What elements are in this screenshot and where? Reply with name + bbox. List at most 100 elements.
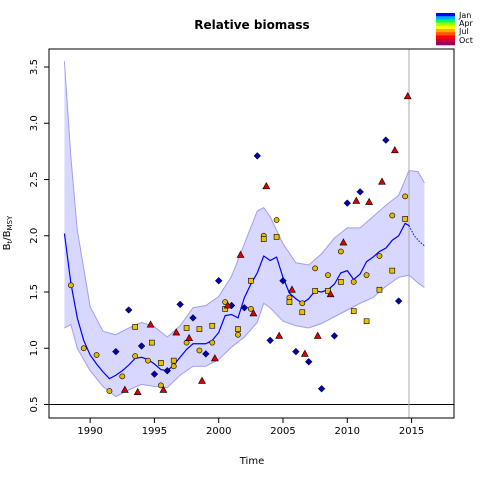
circle-point [299,300,306,307]
square-point [248,277,254,284]
diamond-point [382,136,390,144]
diamond-point [266,336,274,345]
circle-point [235,331,241,338]
circle-point [402,193,409,200]
square-point [170,357,177,364]
legend-swatch [436,19,455,23]
y-tick-label: 2.0 [29,228,40,244]
triangle-point [249,309,258,317]
legend-swatch [436,29,455,33]
circle-point [273,217,280,223]
y-tick-label: 2.5 [29,172,40,188]
band-lower-edge [64,274,425,398]
circle-point [157,382,164,389]
square-point [260,236,267,242]
square-point [402,216,408,222]
legend-swatch [436,32,455,36]
diamond-point [343,199,352,207]
square-point [196,326,203,332]
y-axis-label-sub-msy: MSY [6,215,14,230]
diamond-point [317,384,326,393]
square-point [273,234,280,240]
diamond-point [279,276,287,285]
legend-swatch [436,38,455,43]
circle-point [389,212,396,219]
square-point [286,299,293,305]
square-point [376,286,383,293]
circle-point [325,272,331,279]
y-axis-label-mid: /B [2,230,13,240]
confidence-band-layer [63,61,425,398]
y-axis-label-sub-t: t [6,240,14,243]
legend-label-oct: Oct [459,36,473,45]
x-tick-label: 2010 [335,426,360,437]
legend-swatch [436,22,455,27]
circle-point [119,373,126,380]
diamond-point [137,342,146,350]
square-point [338,279,344,285]
points-layer [67,92,412,396]
square-point [183,325,190,331]
circle-point [145,357,151,364]
square-point [312,288,318,294]
circle-point [312,265,319,272]
y-tick-label: 3.5 [29,59,40,75]
legend-color-bar [436,13,455,46]
legend-label-jul: Jul [458,27,469,36]
square-point [350,308,357,314]
triangle-point [120,385,129,393]
triangle-point [198,376,206,384]
circle-point [132,353,139,360]
triangle-point [339,238,348,246]
legend-label-jan: Jan [458,11,471,20]
circle-point [363,272,370,279]
triangle-point [300,349,309,357]
diamond-point [214,276,223,285]
diamond-point [292,347,300,356]
x-tick-label: 2005 [270,426,295,437]
diamond-point [304,357,313,366]
circle-point [93,352,100,358]
y-axis-label-main: B [2,243,13,250]
square-point [389,267,396,274]
triangle-point [365,197,374,205]
chart-title: Relative biomass [194,18,309,32]
circle-point [67,282,74,289]
triangle-point [133,387,142,396]
circle-point [209,339,216,346]
triangle-point [146,320,155,328]
x-axis: 1990 1995 2000 2005 2010 2015 [77,418,424,437]
triangle-point [313,331,322,339]
y-axis: 0.5 1.0 1.5 2.0 2.5 3.0 3.5 [29,59,49,412]
triangle-point [223,301,232,309]
circle-point [80,345,87,352]
y-tick-label: 0.5 [29,397,40,413]
diamond-point [356,188,364,196]
diamond-point [330,332,339,340]
legend-swatch [436,41,455,46]
circle-point [247,305,254,312]
diamond-point [394,297,403,305]
x-tick-label: 1990 [77,426,102,437]
square-point [158,360,164,366]
legend-swatch [436,35,455,39]
legend-label-apr: Apr [459,19,474,28]
triangle-point [172,328,181,336]
diamond-point [150,370,159,378]
triangle-point [185,333,194,342]
triangle-point [403,92,412,100]
circle-point [337,248,344,255]
triangle-point [159,385,168,393]
diamond-point [124,306,133,314]
diamond-point [112,347,120,356]
x-tick-label: 2000 [206,426,231,437]
diamond-point [189,314,197,322]
y-tick-label: 3.0 [29,115,40,131]
circle-point [170,363,177,370]
triangle-point [288,285,296,293]
y-tick-label: 1.0 [29,340,40,356]
x-tick-label: 2015 [399,426,424,437]
square-point [363,318,370,325]
triangle-point [210,354,219,362]
